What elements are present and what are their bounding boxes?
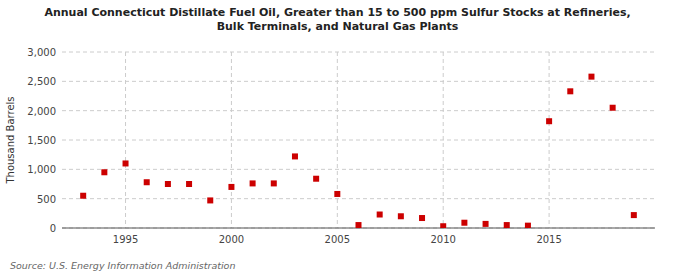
tick-label: 1,000 [27,164,56,175]
grid-line [337,52,338,228]
point [504,222,510,228]
grid-line [62,169,655,170]
grid-line [231,52,232,228]
point [610,105,616,111]
point [567,88,573,94]
point [334,191,340,197]
point [186,181,192,187]
tick-label: 0 [50,223,56,234]
grid-line [125,52,126,228]
title: Annual Connecticut Distillate Fuel Oil, … [44,6,630,33]
point [292,153,298,159]
grid-line [62,81,655,82]
tick-label: 500 [37,194,56,205]
points [80,74,637,228]
tick-label: 2015 [536,234,561,245]
point [483,221,489,227]
grid-line [62,140,655,141]
grid-line [62,110,655,111]
grid-line [62,52,655,53]
point [80,193,86,199]
tick-label: 2,500 [27,76,56,87]
point [419,215,425,221]
point [631,212,637,218]
point [356,222,362,228]
tick-label: 1,500 [27,135,56,146]
tick-label: 2010 [430,234,455,245]
plot-area [62,52,655,228]
point [101,169,107,175]
point [144,179,150,185]
tick-label: 3,000 [27,47,56,58]
point [461,220,467,226]
point [525,223,531,228]
point [588,74,594,80]
point [228,184,234,190]
tick-label: 1995 [113,234,138,245]
tick-label: 2,000 [27,106,56,117]
point [440,223,446,228]
point [377,212,383,218]
point [207,197,213,203]
annotation: Source: U.S. Energy Information Administ… [10,260,235,271]
tick-label: 2000 [219,234,244,245]
grid-line [549,52,550,228]
y-axis-label: Thousand Barrels [5,96,16,184]
tick-label: 2005 [325,234,350,245]
grid-line [443,52,444,228]
grid-line [62,198,655,199]
point [165,181,171,187]
point [398,213,404,219]
point [250,180,256,186]
point [546,118,552,124]
point [123,160,129,166]
point [313,176,319,182]
chart: Annual Connecticut Distillate Fuel Oil, … [0,0,675,275]
point [271,180,277,186]
